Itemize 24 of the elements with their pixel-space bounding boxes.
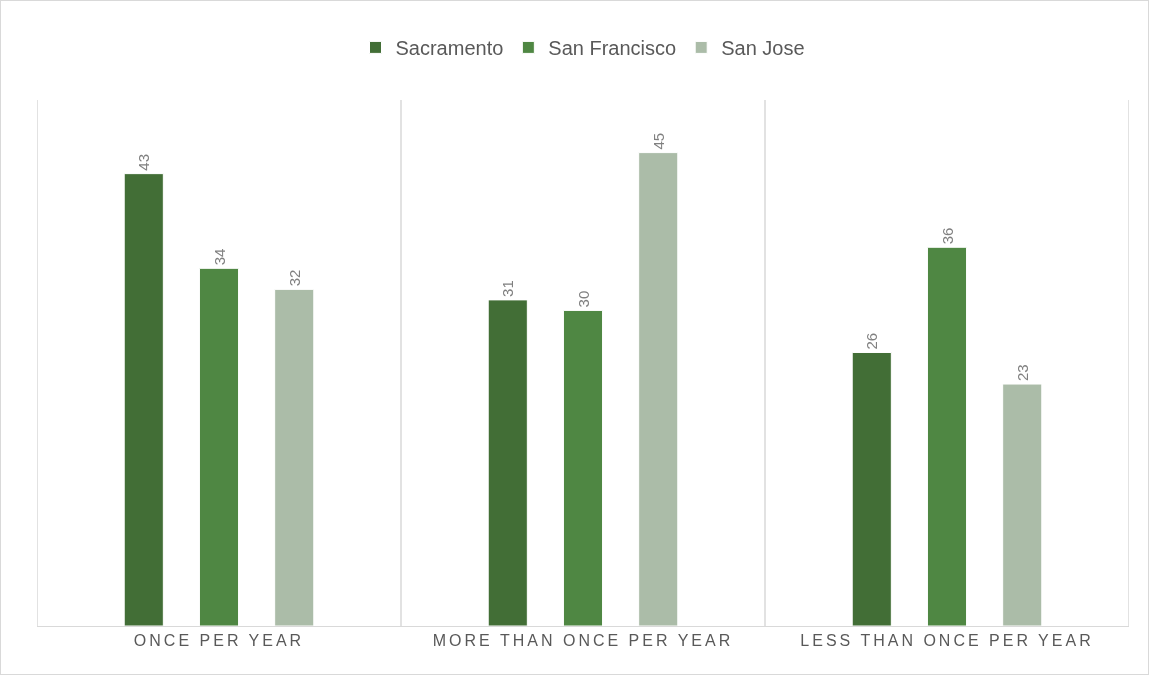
x-tick-label: LESS THAN ONCE PER YEAR [800,632,1094,650]
x-tick-label: ONCE PER YEAR [133,632,305,650]
legend-label: San Francisco [548,37,677,60]
legend-label: San Jose [721,37,805,60]
bar [1002,383,1043,626]
bar [487,299,528,626]
data-label: 34 [210,248,228,266]
data-label: 31 [499,280,517,297]
bar [851,351,892,626]
bar [123,173,164,626]
data-label: 45 [649,132,667,150]
bar [638,152,679,626]
data-label: 43 [135,153,153,171]
bar [274,288,315,626]
bar [198,267,240,626]
data-label: 26 [863,332,881,350]
data-label: 36 [938,227,956,245]
bar [562,309,604,626]
data-label: 23 [1013,364,1031,382]
bar [926,246,968,626]
legend-label: Sacramento [395,37,504,60]
data-label: 30 [574,290,592,308]
x-tick-label: MORE THAN ONCE PER YEAR [432,632,734,650]
data-label: 32 [285,269,303,287]
